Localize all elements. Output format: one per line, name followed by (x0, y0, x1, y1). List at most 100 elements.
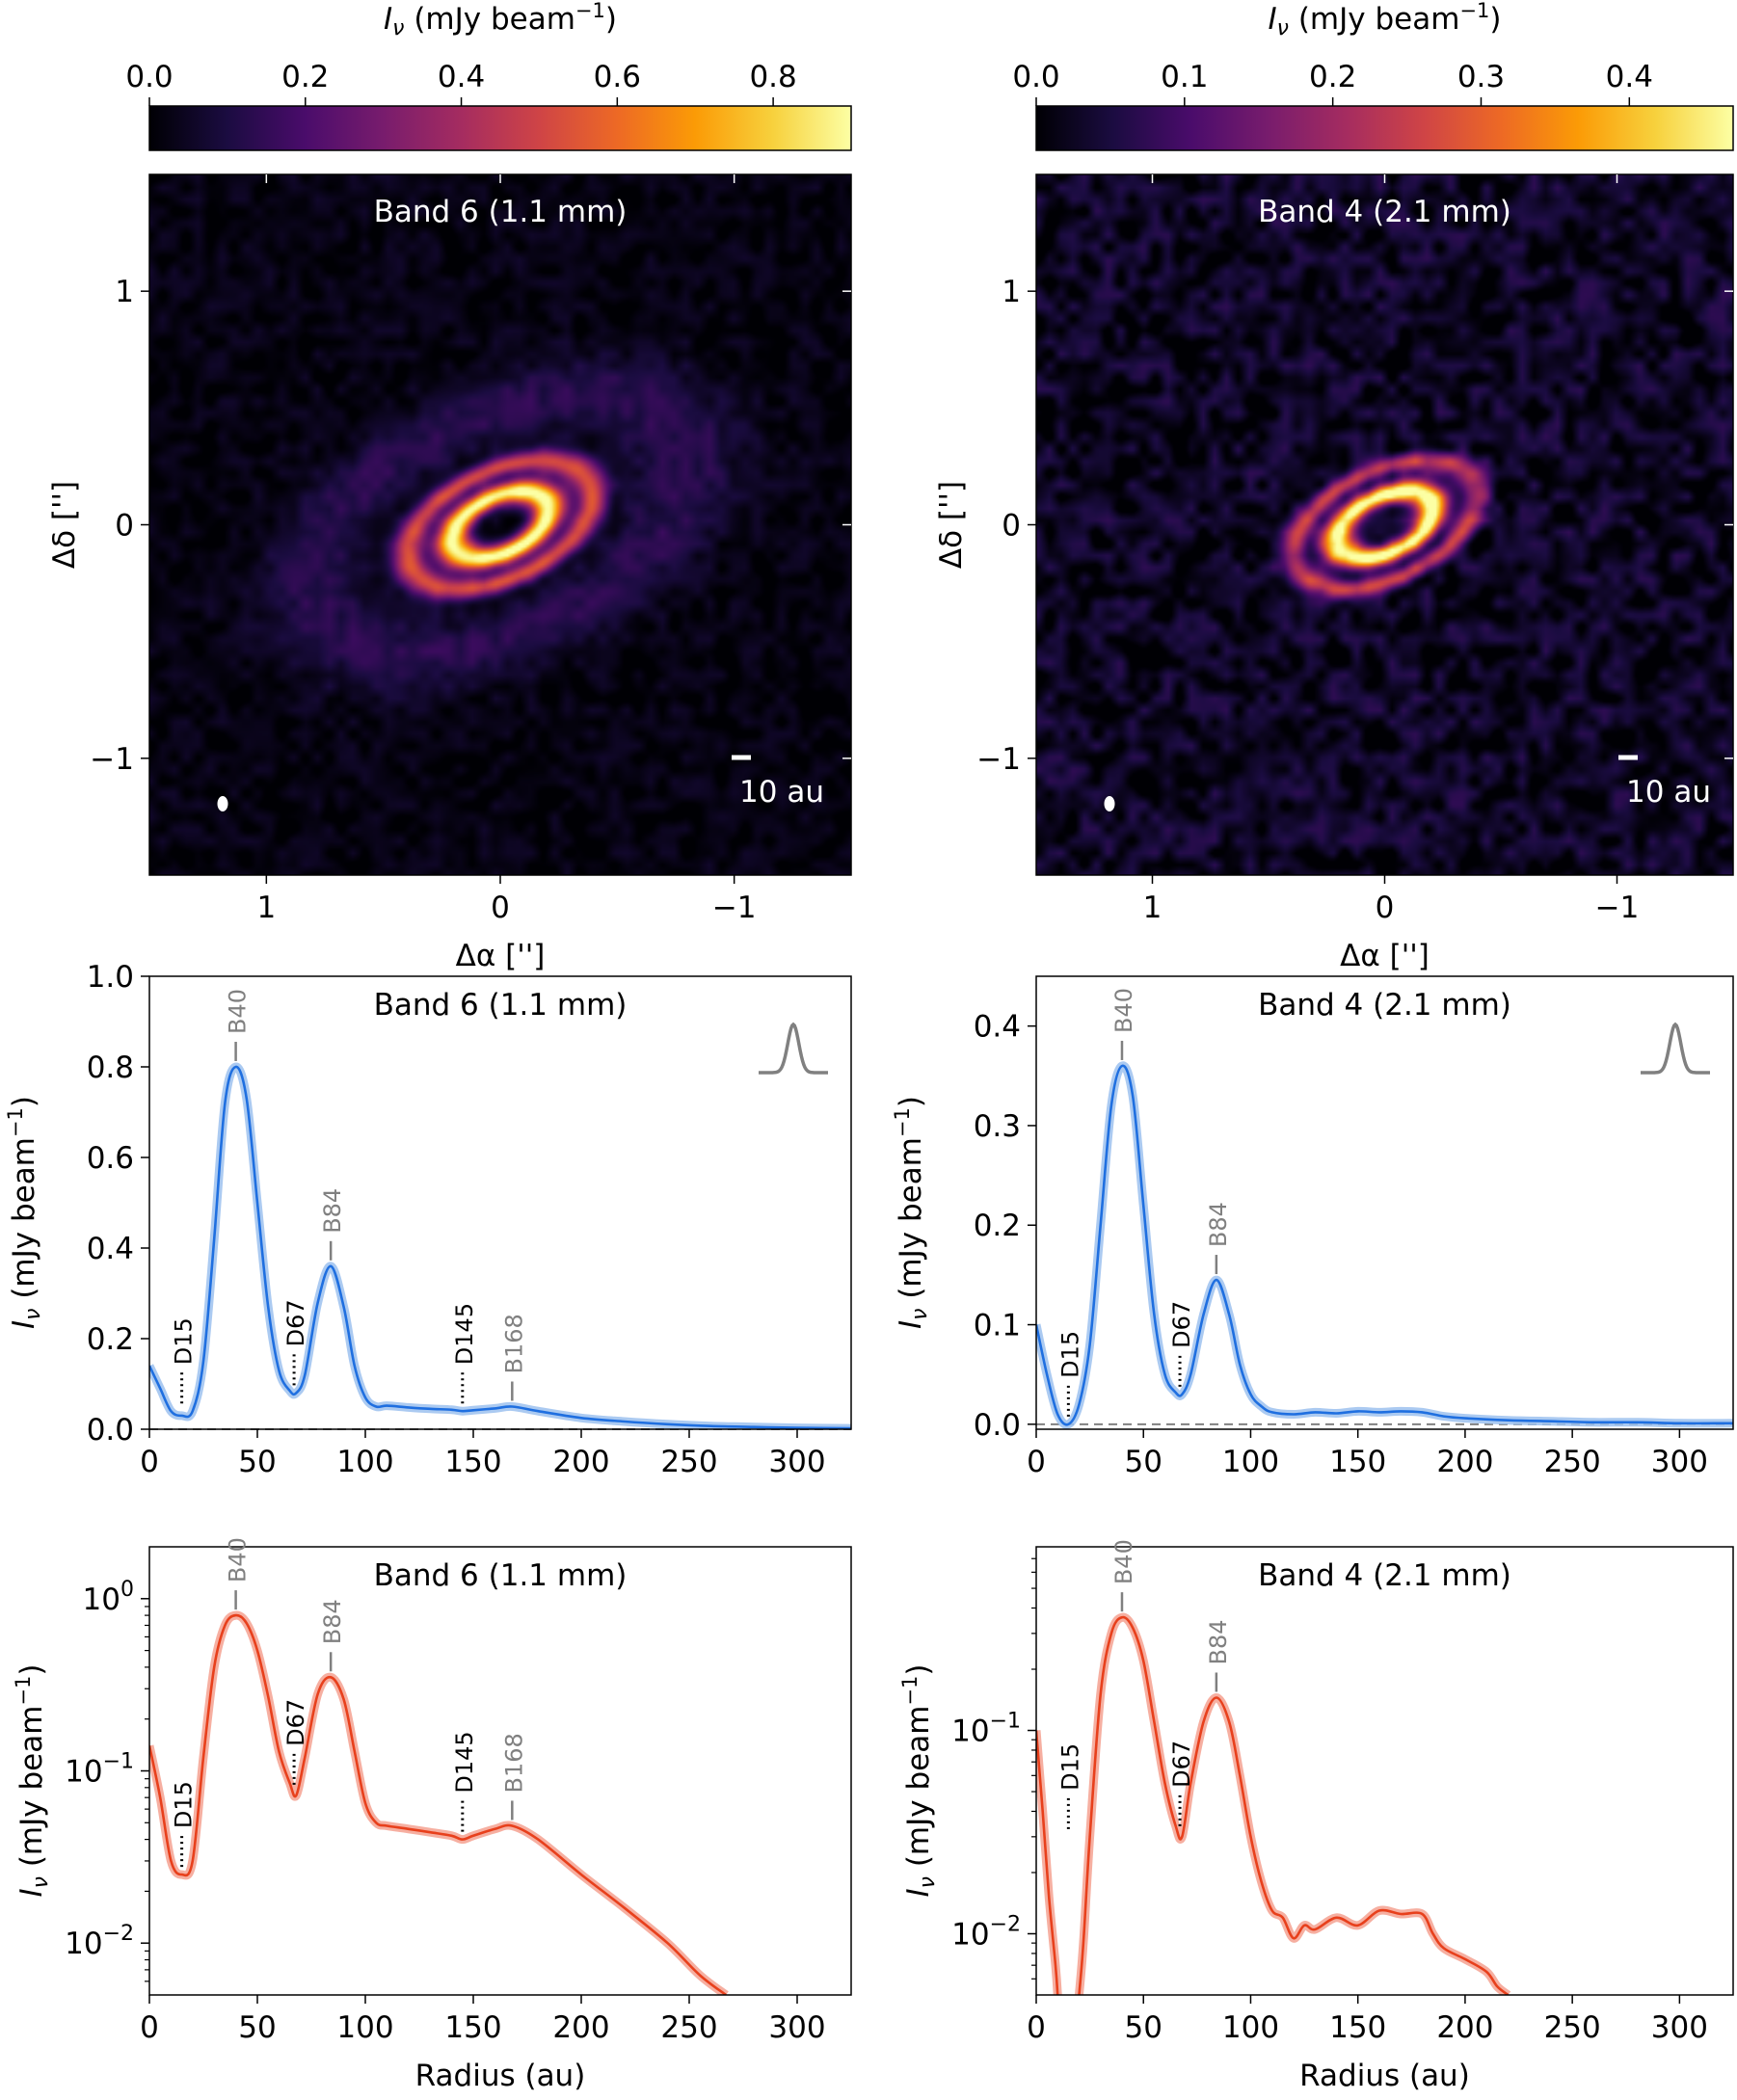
peak-label: B84 (1205, 1619, 1232, 1664)
profile-panel-log6: 0 50 100 150 200 250 300 10−2 10−1 100 Band 6 (1.1… (65, 1537, 852, 2093)
colorbar-tick-label: 0.1 (1161, 60, 1208, 94)
image-title: Band 6 (1.1 mm) (374, 195, 628, 229)
y-tick-label: 1.0 (87, 960, 134, 995)
y-tick-label: 0 (1002, 509, 1021, 544)
dip-label: D15 (1056, 1743, 1083, 1791)
uncertainty-band (1036, 1061, 1733, 1429)
x-tick-label: 300 (768, 2010, 825, 2045)
colorbar (148, 105, 852, 151)
dip-label: D15 (1056, 1331, 1083, 1378)
x-tick-label: 300 (768, 1445, 825, 1479)
profile-line (149, 1065, 851, 1429)
colorbar-tick-label: 0.0 (1012, 60, 1059, 94)
x-tick-label: 50 (238, 1445, 276, 1479)
profile-line (149, 1613, 727, 1995)
profile-line (1036, 1730, 1059, 1995)
x-tick-label: 200 (552, 2010, 609, 2045)
dip-label: D67 (282, 1699, 309, 1746)
x-tick-label: 50 (1125, 2010, 1162, 2045)
x-axis-label: Radius (au) (415, 2059, 586, 2093)
x-tick-label: 50 (1125, 1445, 1162, 1479)
y-axis-label: Iν (mJy beam−1) (12, 1664, 53, 1898)
peak-label: B40 (225, 989, 252, 1034)
y-tick-label: 0.4 (974, 1010, 1021, 1045)
x-tick-label: 300 (1651, 1445, 1708, 1479)
image-title: Band 4 (2.1 mm) (1258, 195, 1511, 229)
y-axis-label: Δδ [''] (934, 481, 969, 569)
y-tick-label: 1 (1002, 275, 1021, 309)
x-tick-label: 200 (552, 1445, 609, 1479)
peak-label: B40 (1110, 988, 1137, 1033)
x-tick-label: −1 (712, 891, 757, 925)
x-tick-label: 150 (444, 1445, 501, 1479)
y-axis-label: Iν (mJy beam−1) (891, 1096, 932, 1329)
x-tick-label: 0 (140, 1445, 159, 1479)
x-tick-label: 100 (1222, 1445, 1279, 1479)
x-tick-label: 150 (444, 2010, 501, 2045)
x-axis-label: Radius (au) (1299, 2059, 1470, 2093)
x-tick-label: 0 (491, 891, 510, 925)
y-tick-label: 0 (115, 509, 134, 544)
colorbar-tick-label: 0.8 (749, 60, 796, 94)
y-tick-label: 0.8 (87, 1050, 134, 1085)
x-tick-label: 200 (1436, 2010, 1493, 2045)
y-tick-label: 0.0 (87, 1413, 134, 1448)
y-axis-label: Iν (mJy beam−1) (4, 1096, 45, 1329)
y-tick-label: 0.3 (974, 1109, 1021, 1144)
axes-frame (1035, 1546, 1734, 1996)
x-tick-label: 0 (140, 2010, 159, 2045)
colorbar-tick-label: 0.2 (281, 60, 329, 94)
y-tick-label: 10−1 (65, 1750, 134, 1790)
x-tick-label: 50 (238, 2010, 276, 2045)
colorbar (1035, 105, 1734, 151)
dip-label: D15 (171, 1781, 198, 1828)
y-tick-label: 0.6 (87, 1141, 134, 1176)
x-tick-label: 250 (660, 2010, 717, 2045)
dip-label: D67 (1168, 1301, 1195, 1348)
y-axis-label: Δδ [''] (47, 481, 82, 569)
x-tick-label: 250 (660, 1445, 717, 1479)
x-tick-label: 150 (1329, 2010, 1386, 2045)
panel-title: Band 6 (1.1 mm) (374, 988, 628, 1023)
y-tick-label: 0.2 (87, 1322, 134, 1357)
y-tick-label: 0.4 (87, 1232, 134, 1266)
x-tick-label: 150 (1329, 1445, 1386, 1479)
x-tick-label: 250 (1544, 2010, 1601, 2045)
panel-title: Band 4 (2.1 mm) (1258, 1558, 1511, 1593)
x-tick-label: 100 (336, 2010, 393, 2045)
x-tick-label: 250 (1544, 1445, 1601, 1479)
y-tick-label: 0.1 (974, 1309, 1021, 1343)
axes-frame (148, 975, 852, 1430)
x-tick-label: 200 (1436, 1445, 1493, 1479)
x-tick-label: 0 (1376, 891, 1395, 925)
beam-ellipse (1104, 796, 1115, 811)
dip-label: D145 (451, 1731, 478, 1793)
y-tick-label: 1 (115, 275, 134, 309)
x-tick-label: 1 (256, 891, 276, 925)
scale-bar-label: 10 au (1626, 775, 1711, 810)
disk-image (149, 174, 851, 875)
y-tick-label: −1 (976, 742, 1021, 777)
beam-profile-icon (1641, 1022, 1710, 1075)
y-tick-label: 100 (83, 1578, 134, 1617)
uncertainty-band (149, 1610, 729, 1995)
colorbar-tick-label: 0.4 (438, 60, 485, 94)
peak-label: B84 (319, 1188, 346, 1234)
beam-profile-icon (759, 1022, 828, 1075)
x-tick-label: 300 (1651, 2010, 1708, 2045)
colorbar-label: Iν (mJy beam−1) (1269, 0, 1502, 40)
scale-bar-label: 10 au (739, 775, 824, 810)
y-tick-label: 0.2 (974, 1209, 1021, 1243)
x-axis-label: Δα [''] (1340, 939, 1430, 973)
axes-frame (1035, 975, 1734, 1430)
x-tick-label: 0 (1027, 1445, 1046, 1479)
peak-label: B40 (1110, 1539, 1137, 1584)
image-panel-b4: Band 4 (2.1 mm) 1 0 −1 1 0 −1 Δδ [''] Δα [''] 10 … (934, 60, 1734, 973)
peak-label: B168 (500, 1314, 527, 1373)
profile-panel-log4: 0 50 100 150 200 250 300 10−2 10−1 Band 4 (2.1 mm… (951, 1539, 1734, 2093)
panel-title: Band 6 (1.1 mm) (374, 1558, 628, 1593)
peak-label: B168 (500, 1733, 527, 1793)
panel-title: Band 4 (2.1 mm) (1258, 988, 1511, 1023)
y-tick-label: 10−2 (65, 1922, 134, 1961)
